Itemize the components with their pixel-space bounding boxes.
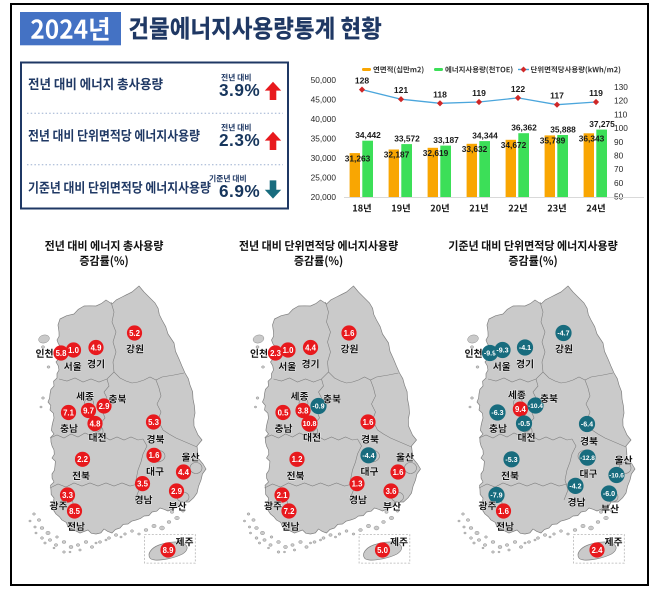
- svg-text:122: 122: [511, 84, 526, 94]
- svg-text:30,000: 30,000: [311, 153, 337, 163]
- svg-text:-7.9: -7.9: [490, 492, 502, 500]
- svg-text:50,000: 50,000: [311, 75, 337, 85]
- svg-text:2.1: 2.1: [277, 491, 289, 500]
- svg-text:10.8: 10.8: [303, 420, 317, 428]
- svg-text:-4.7: -4.7: [557, 330, 569, 338]
- svg-text:35,888: 35,888: [550, 125, 576, 135]
- svg-text:-5.3: -5.3: [505, 456, 517, 464]
- svg-text:3.6: 3.6: [386, 487, 398, 496]
- svg-text:5.8: 5.8: [56, 349, 68, 358]
- svg-text:-4.1: -4.1: [519, 344, 531, 352]
- svg-text:4.4: 4.4: [305, 343, 317, 352]
- svg-text:34,344: 34,344: [472, 131, 498, 141]
- svg-text:1.3: 1.3: [352, 479, 364, 488]
- svg-text:35,000: 35,000: [311, 134, 337, 144]
- svg-text:3.9%: 3.9%: [219, 80, 260, 100]
- svg-text:-9.9: -9.9: [484, 350, 496, 358]
- svg-text:45,000: 45,000: [311, 95, 337, 105]
- svg-text:50: 50: [614, 192, 624, 202]
- svg-text:-4.4: -4.4: [362, 452, 374, 460]
- svg-text:2.3%: 2.3%: [219, 130, 260, 150]
- svg-text:3.5: 3.5: [137, 479, 149, 488]
- svg-text:34,672: 34,672: [501, 140, 527, 150]
- svg-text:128: 128: [355, 76, 370, 86]
- svg-text:32,619: 32,619: [423, 148, 449, 158]
- svg-text:119: 119: [589, 88, 603, 98]
- svg-text:100: 100: [614, 123, 628, 133]
- svg-text:20,000: 20,000: [311, 192, 337, 202]
- svg-text:-4.2: -4.2: [569, 483, 581, 491]
- svg-text:-10.6: -10.6: [609, 472, 624, 479]
- svg-text:130: 130: [614, 82, 628, 92]
- svg-text:1.6: 1.6: [149, 451, 161, 460]
- svg-text:2.4: 2.4: [592, 546, 604, 555]
- svg-text:1.6: 1.6: [393, 468, 405, 477]
- svg-text:36,343: 36,343: [579, 134, 605, 144]
- svg-text:4.4: 4.4: [178, 468, 190, 477]
- svg-text:35,789: 35,789: [540, 136, 566, 146]
- svg-text:118: 118: [433, 89, 447, 99]
- svg-text:80: 80: [614, 150, 624, 160]
- svg-text:36,362: 36,362: [511, 123, 537, 133]
- svg-text:8.9: 8.9: [163, 546, 175, 555]
- svg-text:1.0: 1.0: [283, 346, 295, 355]
- svg-text:-9.3: -9.3: [496, 347, 508, 355]
- svg-text:9.7: 9.7: [83, 406, 94, 415]
- svg-text:4.8: 4.8: [90, 419, 102, 428]
- svg-text:119: 119: [472, 88, 486, 98]
- svg-text:60: 60: [614, 178, 624, 188]
- svg-text:7.2: 7.2: [284, 507, 296, 516]
- svg-text:-6.0: -6.0: [603, 490, 615, 498]
- svg-text:1.6: 1.6: [363, 418, 375, 427]
- svg-text:1.6: 1.6: [344, 329, 356, 338]
- svg-text:-10.4: -10.4: [528, 403, 543, 410]
- svg-text:8.5: 8.5: [69, 507, 81, 516]
- svg-text:5.2: 5.2: [129, 329, 141, 338]
- svg-text:-12.8: -12.8: [580, 455, 595, 462]
- svg-text:3.3: 3.3: [62, 491, 74, 500]
- svg-text:1.6: 1.6: [498, 507, 510, 516]
- svg-text:34,442: 34,442: [355, 130, 381, 140]
- svg-text:121: 121: [394, 85, 409, 95]
- svg-text:1.0: 1.0: [68, 346, 80, 355]
- svg-text:37,275: 37,275: [589, 119, 615, 129]
- svg-text:-6.3: -6.3: [491, 409, 503, 417]
- svg-text:110: 110: [614, 109, 628, 119]
- svg-text:32,187: 32,187: [384, 150, 410, 160]
- svg-text:4.9: 4.9: [91, 343, 103, 352]
- svg-text:31,263: 31,263: [345, 153, 371, 163]
- svg-text:33,572: 33,572: [394, 134, 420, 144]
- svg-text:-6.4: -6.4: [581, 421, 593, 429]
- svg-text:-0.9: -0.9: [312, 403, 324, 411]
- svg-text:33,632: 33,632: [462, 144, 488, 154]
- svg-text:90: 90: [614, 137, 624, 147]
- svg-text:70: 70: [614, 164, 624, 174]
- svg-text:7.1: 7.1: [63, 408, 75, 417]
- svg-text:2.9: 2.9: [171, 487, 183, 496]
- svg-text:2.9: 2.9: [99, 402, 111, 411]
- svg-text:3.8: 3.8: [298, 406, 310, 415]
- svg-text:1.2: 1.2: [292, 455, 304, 464]
- svg-text:-0.5: -0.5: [518, 420, 530, 428]
- svg-text:33,187: 33,187: [433, 135, 459, 145]
- svg-text:6.9%: 6.9%: [219, 181, 260, 201]
- svg-text:5.0: 5.0: [377, 546, 389, 555]
- svg-text:2.3: 2.3: [270, 349, 282, 358]
- svg-text:40,000: 40,000: [311, 114, 337, 124]
- svg-text:0.5: 0.5: [278, 408, 290, 417]
- svg-text:25,000: 25,000: [311, 173, 337, 183]
- svg-text:117: 117: [550, 91, 564, 101]
- svg-text:2.2: 2.2: [77, 455, 89, 464]
- svg-text:9.4: 9.4: [515, 405, 527, 414]
- svg-text:5.3: 5.3: [148, 418, 160, 427]
- svg-text:120: 120: [614, 96, 628, 106]
